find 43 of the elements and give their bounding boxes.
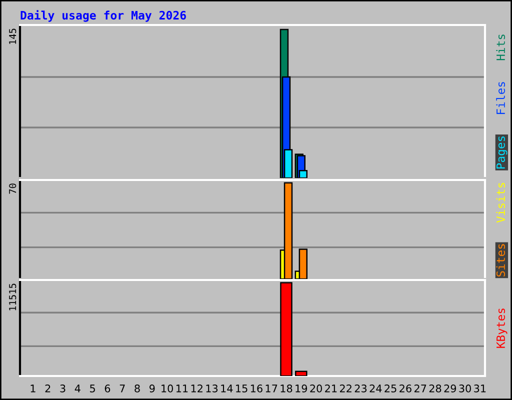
text: Files — [496, 82, 506, 114]
x-tick-label: 29 — [444, 384, 456, 392]
text: 70 — [9, 184, 16, 194]
x-tick-label: 16 — [250, 384, 262, 392]
x-tick-label: 12 — [191, 384, 202, 392]
text: Hits — [496, 34, 506, 60]
x-tick-label: 15 — [236, 384, 248, 392]
x-tick-label: 20 — [310, 384, 322, 392]
x-tick-label: 10 — [162, 384, 173, 392]
x-tick-label: 26 — [400, 384, 412, 392]
x-tick-label: 1 — [30, 384, 36, 392]
bar — [298, 248, 308, 279]
text: Visits — [496, 182, 506, 223]
text: Pages — [496, 136, 508, 169]
x-tick-label: 25 — [384, 384, 396, 392]
text: 11515 — [9, 284, 16, 310]
x-tick-label: 2 — [45, 384, 50, 392]
x-tick-label: 21 — [325, 384, 337, 392]
x-tick-label: 5 — [90, 384, 95, 392]
x-tick-label: 6 — [104, 384, 110, 392]
x-tick-label: 22 — [340, 384, 352, 392]
x-tick-label: 9 — [149, 384, 155, 392]
x-tick-label: 19 — [296, 384, 308, 392]
x-tick-label: 23 — [354, 384, 367, 392]
x-tick-label: 28 — [429, 384, 442, 392]
text: Sites — [496, 244, 506, 277]
x-tick-label: 7 — [120, 384, 125, 392]
x-tick-label: 4 — [74, 384, 80, 392]
x-tick-label: 31 — [474, 384, 486, 392]
x-tick-label: 24 — [370, 384, 382, 392]
x-tick-label: 14 — [221, 384, 233, 392]
x-tick-label: 3 — [60, 384, 66, 392]
x-tick-label: 18 — [280, 384, 292, 392]
x-tick-label: 8 — [134, 384, 140, 392]
text: KBytes — [496, 308, 508, 348]
x-tick-label: 17 — [266, 384, 278, 392]
chart-title: Daily usage for May 2026 — [20, 10, 186, 22]
bar — [284, 182, 293, 279]
x-tick-label: 13 — [206, 384, 218, 392]
text: 145 — [9, 28, 16, 44]
x-tick-label: 11 — [176, 384, 188, 392]
x-tick-label: 30 — [459, 384, 471, 392]
x-tick-label: 27 — [414, 384, 426, 392]
